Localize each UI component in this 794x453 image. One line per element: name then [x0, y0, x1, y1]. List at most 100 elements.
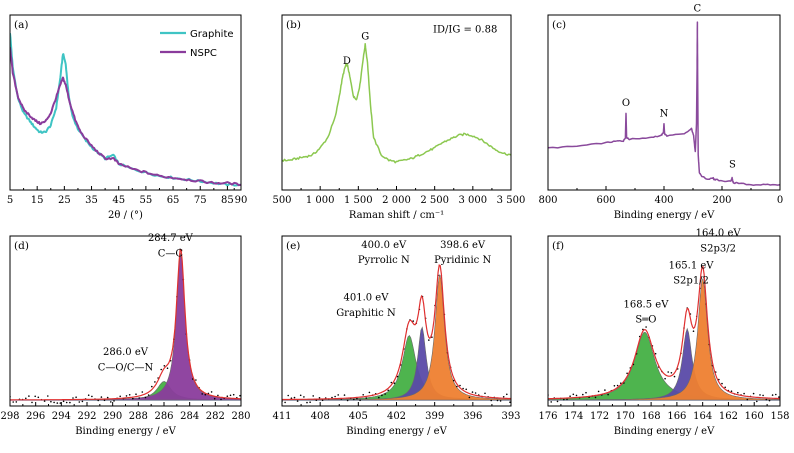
raw-data-point — [72, 397, 74, 399]
raw-data-point — [359, 399, 361, 402]
fit-peak-1 — [282, 335, 511, 401]
x-axis-label: 2θ / (°) — [108, 210, 143, 221]
raw-data-point — [569, 395, 571, 398]
fit-peak-3 — [282, 274, 511, 401]
raw-data-point — [378, 396, 380, 399]
raw-data-point — [550, 401, 552, 403]
axes-frame — [9, 14, 242, 191]
legend-label: Graphite — [190, 29, 234, 40]
panel-label: (a) — [14, 19, 28, 31]
x-tick-label: 90 — [235, 195, 248, 206]
raw-data-point — [28, 395, 30, 397]
raw-data-point — [756, 400, 758, 403]
raw-data-point — [387, 389, 390, 392]
raw-data-point — [132, 397, 134, 400]
raw-data-point — [128, 394, 131, 396]
x-tick-label: 290 — [103, 411, 122, 422]
panel-label: (b) — [286, 19, 301, 31]
x-tick-label: 3 000 — [459, 195, 488, 206]
fit-peak-2 — [10, 252, 241, 401]
raw-data-point — [654, 352, 657, 355]
x-tick-label: 284 — [180, 411, 199, 422]
x-tick-label: 411 — [272, 411, 291, 422]
raw-data-point — [556, 400, 559, 403]
series-line-nspc — [10, 47, 241, 187]
annotations: O N C S — [622, 4, 736, 171]
raw-data-point — [195, 379, 197, 381]
x-axis-label: Raman shift / cm⁻¹ — [349, 210, 444, 221]
annotation-label: Pyridinic N — [434, 255, 491, 266]
raw-data-point — [232, 393, 235, 396]
plot-area-c — [548, 21, 780, 186]
legend: Graphite NSPC — [160, 29, 234, 59]
x-tick-label: 170 — [616, 411, 635, 422]
raw-data-point — [390, 381, 393, 384]
plot-area-d — [10, 248, 241, 404]
raw-data-point — [87, 394, 90, 397]
x-tick-label: 158 — [770, 411, 789, 422]
x-tick-label: 35 — [85, 195, 98, 206]
x-tick-label: 65 — [167, 195, 180, 206]
raw-data-point — [217, 394, 219, 397]
x-tick-label: 2 000 — [382, 195, 411, 206]
raw-data-point — [490, 399, 493, 402]
raw-data-point — [778, 396, 780, 398]
raw-data-point — [334, 395, 336, 398]
raw-data-point — [337, 394, 340, 396]
raw-data-point — [566, 398, 568, 401]
raw-data-point — [563, 398, 565, 401]
raw-data-point — [456, 385, 458, 388]
x-tick-label: 600 — [596, 195, 615, 206]
raw-data-point — [78, 401, 81, 403]
panel-f: 176 174 172 170 168 166 164 162 160 158 Binding en… — [538, 228, 789, 437]
raw-data-point — [296, 400, 299, 402]
x-tick-label: 25 — [58, 195, 71, 206]
annotation-label: C—O/C—N — [98, 362, 154, 373]
annotation-label: C—C — [158, 248, 184, 259]
series-line-b — [282, 42, 511, 164]
raw-data-point — [204, 393, 207, 396]
x-tick-label: 393 — [501, 411, 520, 422]
plot-area-e — [282, 264, 511, 404]
raw-data-point — [154, 381, 156, 383]
raw-data-point — [673, 375, 676, 378]
raw-data-point — [65, 401, 68, 404]
x-tick-label: 168 — [642, 411, 661, 422]
raw-data-point — [667, 371, 669, 373]
raw-data-point — [692, 330, 695, 333]
x-tick-label: 296 — [26, 411, 45, 422]
raw-data-point — [597, 390, 600, 393]
raw-data-point — [762, 394, 764, 397]
raw-data-point — [353, 398, 355, 401]
raw-data-point — [724, 386, 726, 389]
x-axis-label: Binding energy / eV — [75, 426, 176, 437]
envelope-line — [282, 264, 511, 401]
fit-peak-3 — [548, 277, 780, 401]
raw-data-point — [110, 401, 112, 403]
x-tick-label: 160 — [745, 411, 764, 422]
x-tick-label: 2 500 — [420, 195, 449, 206]
raw-data-point — [362, 394, 365, 396]
x-tick-label: 45 — [112, 195, 125, 206]
raw-data-point — [626, 372, 628, 375]
annotation-label: 165.1 eV — [669, 260, 715, 271]
raw-data-point — [160, 368, 162, 371]
raw-data-point — [664, 377, 666, 380]
raw-data-point — [290, 397, 293, 400]
raw-data-point — [125, 395, 128, 397]
x-tick-label: 75 — [194, 195, 207, 206]
panel-d: 298 296 294 292 290 288 286 284 282 280 Binding en… — [0, 233, 250, 437]
x-tick-label: 1 500 — [344, 195, 373, 206]
raw-data-point — [431, 336, 433, 339]
annotations: 164.0 eV S2p3/2 165.1 eV S2p1/2 168.5 eV S═O — [623, 228, 741, 326]
raw-data-point — [210, 391, 213, 393]
x-tick-label: 298 — [0, 411, 19, 422]
raw-data-d — [10, 248, 241, 404]
raw-data-point — [201, 393, 203, 395]
panel-e: 411 408 405 402 399 396 393 Binding energy / eV… — [272, 235, 521, 437]
legend-label: NSPC — [190, 48, 217, 59]
raw-data-point — [484, 392, 486, 395]
axes-frame — [281, 14, 512, 191]
raw-data-point — [575, 394, 578, 397]
